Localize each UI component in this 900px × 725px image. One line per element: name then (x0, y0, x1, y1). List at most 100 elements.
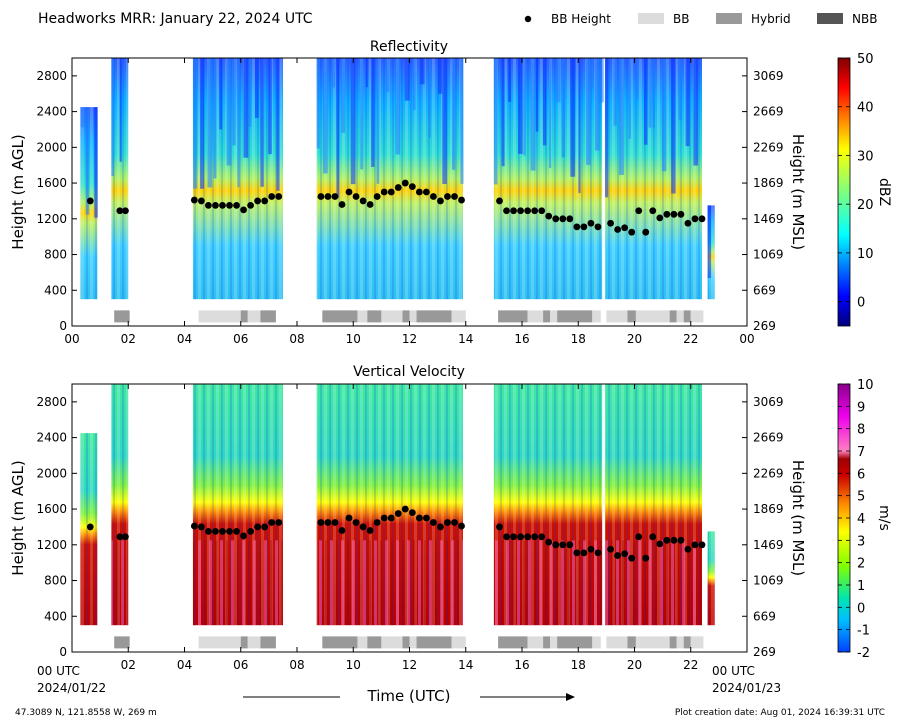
bb-class-bar-bb (606, 636, 628, 649)
y-tick-label-right: 2269 (753, 140, 784, 154)
reflectivity-colorbar-label: dBZ (876, 178, 892, 206)
bb-height-point (524, 207, 532, 215)
echo-streak (493, 58, 498, 185)
bb-height-point (691, 215, 699, 223)
y-tick-label: 1600 (36, 502, 67, 516)
echo-streak (556, 58, 561, 103)
bb-class-bar-hybrid (627, 310, 636, 323)
x-tick-label: 16 (514, 658, 529, 672)
station-location: 47.3089 N, 121.8558 W, 269 m (15, 708, 157, 718)
bb-class-bar-bb (527, 636, 544, 649)
end-time-label: 00 UTC (712, 664, 755, 678)
bb-class-bar-bb (357, 310, 368, 323)
y-tick-label-right: 269 (753, 319, 776, 333)
x-tick-label: 00 (739, 332, 754, 346)
bb-height-point (394, 510, 402, 517)
y-tick-label: 2400 (36, 431, 67, 445)
colorbar-tick-label: 3 (857, 534, 865, 549)
colorbar-tick-label: 4 (857, 512, 865, 527)
bb-height-point (233, 528, 240, 535)
bb-height-point (458, 196, 465, 204)
bb-height-point (233, 202, 240, 209)
echo-streak (237, 58, 240, 188)
bb-height-point (275, 193, 283, 200)
bb-height-point (594, 549, 602, 557)
bb-height-point (649, 533, 657, 541)
echo-streak (535, 58, 539, 132)
bb-height-point (656, 540, 664, 548)
bb-height-point (430, 193, 437, 200)
bb-height-point (559, 541, 567, 549)
bb-height-point (212, 202, 219, 209)
bb-height-point (458, 522, 465, 530)
echo-streak (685, 58, 690, 147)
bb-class-bar-bb (381, 636, 403, 649)
x-tick-label: 10 (346, 332, 361, 346)
bb-height-point (261, 523, 269, 531)
bb-height-point (670, 536, 678, 544)
bb-height-point (86, 197, 94, 205)
bb-class-bar-bb (606, 310, 628, 323)
bb-height-point (268, 519, 276, 526)
bb-height-point (247, 528, 254, 535)
bb-height-point (566, 541, 574, 549)
bb-height-point (545, 212, 553, 220)
bb-class-bar-bb (635, 636, 670, 649)
bb-class-bar-bb (676, 636, 684, 649)
bb-height-point (437, 523, 444, 531)
echo-streak (671, 58, 676, 194)
echo-streak (213, 58, 217, 179)
x-tick-label: 00 (64, 332, 79, 346)
x-tick-label: 04 (177, 658, 192, 672)
colorbar-tick-label: 0 (857, 601, 865, 616)
reflectivity-colorbar (837, 57, 851, 327)
colorbar-tick-label: 1 (857, 579, 865, 594)
echo-streak (248, 58, 252, 127)
bb-height-point (698, 215, 706, 223)
echo-streak (678, 58, 682, 120)
y-tick-label-right: 1869 (753, 502, 784, 516)
bb-height-point (380, 188, 388, 196)
bb-height-point (352, 193, 360, 200)
x-tick-label: 08 (289, 658, 304, 672)
echo-streak (652, 58, 655, 128)
bb-class-bar-hybrid (114, 636, 130, 649)
bb-height-point (254, 523, 262, 531)
bb-class-bar-hybrid (669, 636, 677, 649)
bb-height-point (517, 207, 524, 215)
y-tick-label: 800 (44, 248, 67, 262)
bb-height-point (338, 201, 346, 208)
plot-creation-date: Plot creation date: Aug 01, 2024 16:39:3… (675, 708, 885, 718)
bb-height-point (317, 519, 325, 526)
bb-height-point (594, 223, 602, 231)
bb-height-point (345, 514, 353, 522)
bb-class-bar-bb (409, 636, 417, 649)
bb-height-point (401, 505, 409, 513)
y-tick-label: 1200 (36, 538, 67, 552)
bb-class-bar-hybrid (627, 636, 636, 649)
legend-marker-bb-height (524, 15, 532, 23)
echo-streak (518, 58, 523, 154)
bb-height-point (451, 193, 458, 200)
bb-height-point (635, 533, 643, 541)
bb-height-point (317, 193, 325, 200)
bb-height-point (698, 541, 706, 549)
bb-class-bar-bb (409, 310, 417, 323)
bb-height-point (401, 179, 409, 187)
bb-class-bar-bb (247, 310, 261, 323)
colorbar-tick-label: 8 (857, 423, 865, 438)
echo-streak (412, 58, 416, 110)
bb-height-point (444, 193, 451, 200)
bb-height-point (338, 527, 346, 534)
end-date-label: 2024/01/23 (712, 681, 781, 695)
echo-streak (613, 58, 617, 126)
bb-height-point (614, 552, 622, 559)
bb-height-point (503, 533, 510, 541)
bb-class-bar-hybrid (402, 636, 410, 649)
reflectivity-plot-area (80, 58, 715, 323)
colorbar-tick-label: 0 (857, 296, 865, 311)
bb-height-point (247, 202, 254, 209)
bb-height-point (324, 519, 332, 526)
x-tick-label: 16 (514, 332, 529, 346)
bb-class-bar-bb (247, 636, 261, 649)
